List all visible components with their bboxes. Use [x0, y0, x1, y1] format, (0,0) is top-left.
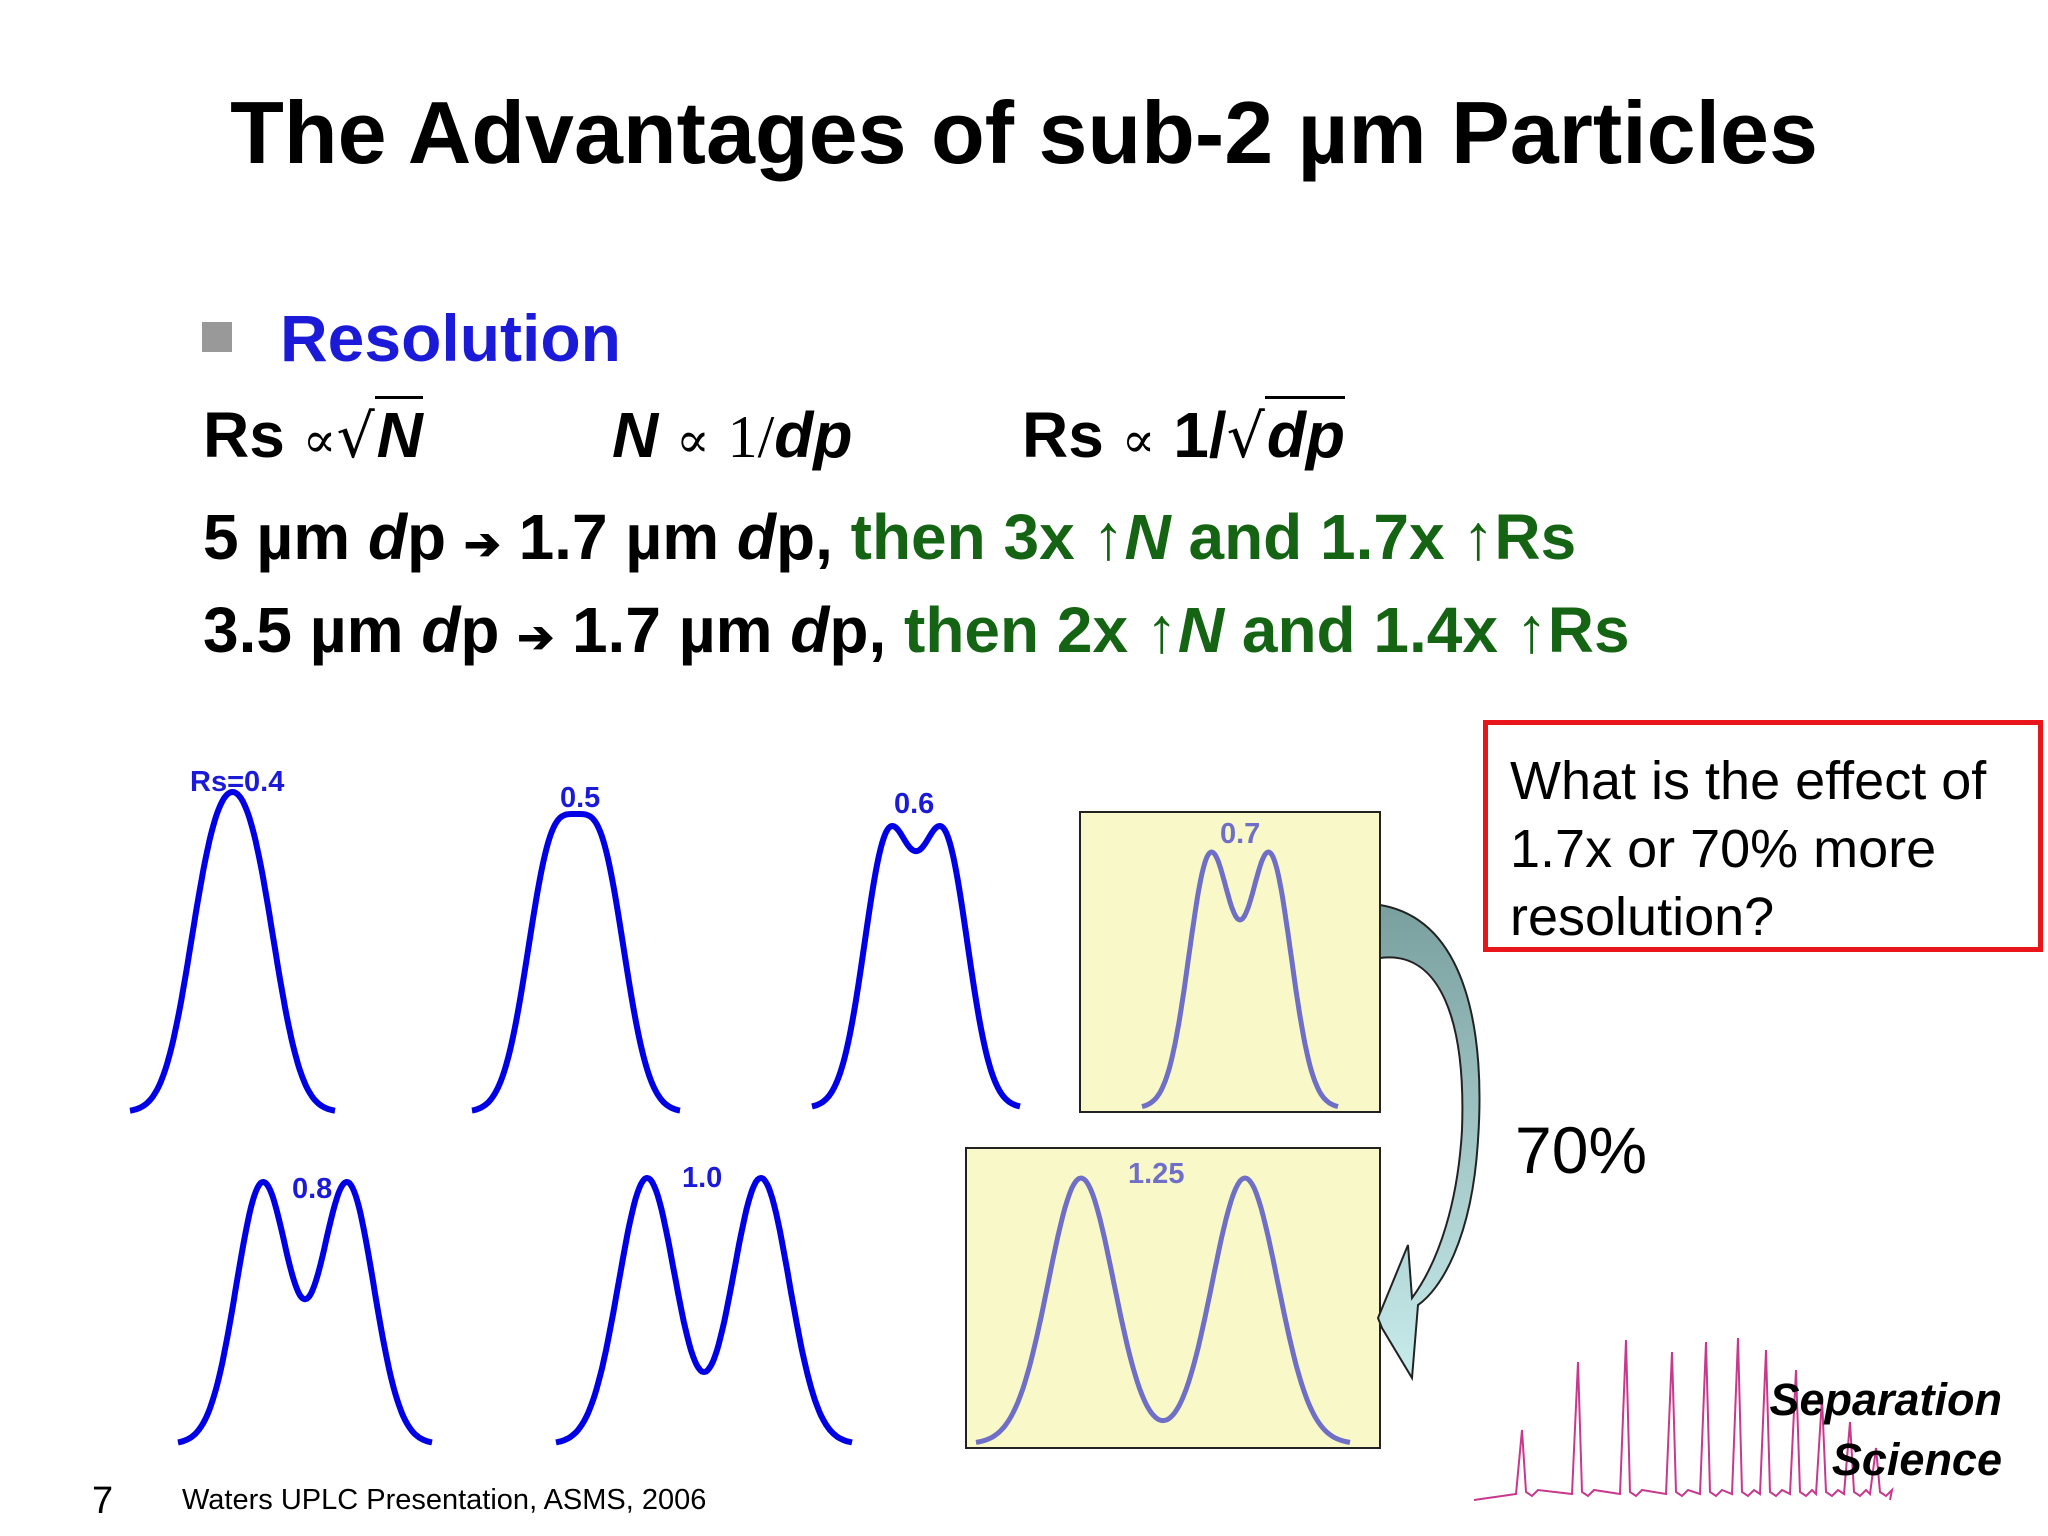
eq1-n: N — [374, 396, 423, 471]
equation-n-inverse-dp: N ∝ 1/dp — [612, 398, 852, 472]
eq2-dp: dp — [774, 399, 853, 471]
highlight-box-1-25 — [965, 1147, 1381, 1449]
peak-label-1-25: 1.25 — [1128, 1158, 1185, 1190]
proportional-symbol: ∝ — [1121, 411, 1156, 469]
bullet-square-icon — [202, 322, 232, 352]
line2-d1: d — [421, 594, 461, 666]
peak-label-0-8: 0.8 — [292, 1173, 333, 1205]
line2-green-a: then 2x ↑ — [904, 594, 1178, 666]
eq2-lhs: N — [612, 399, 659, 471]
radical-icon: √ — [1226, 402, 1265, 472]
peak-label-0-7: 0.7 — [1220, 818, 1261, 850]
line2-part-b: 1.7 µm — [554, 594, 791, 666]
line1-part-b: 1.7 µm — [500, 501, 737, 573]
slide-title: The Advantages of sub-2 µm Particles — [230, 83, 1818, 182]
eq3-dp: dp — [1264, 396, 1346, 471]
line2-green-n: N — [1177, 594, 1225, 666]
equation-rs-inverse-sqrt-dp: Rs ∝ 1/√dp — [1022, 396, 1346, 472]
peak-curve — [554, 1175, 854, 1446]
line1-d2: d — [736, 501, 776, 573]
logo-line-2: Science — [1831, 1434, 2002, 1485]
line2-p1: p — [460, 594, 518, 666]
radical-icon: √ — [336, 402, 375, 472]
curved-arrow-icon — [1376, 903, 1481, 1382]
line1-green-b: and 1.7x ↑Rs — [1170, 501, 1577, 573]
peak-label-0-6: 0.6 — [894, 788, 935, 820]
peak-curve — [470, 811, 682, 1114]
line1-green-n: N — [1124, 501, 1171, 573]
peak-curve — [176, 1179, 434, 1446]
eq3-one-over: 1/ — [1173, 399, 1227, 471]
footer-text: Waters UPLC Presentation, ASMS, 2006 — [182, 1484, 707, 1516]
peak-label-rs-0-4: Rs=0.4 — [190, 766, 285, 798]
line2-d2: d — [790, 594, 830, 666]
line1-d1: d — [367, 501, 408, 573]
right-arrow-icon: ➔ — [463, 520, 501, 569]
peak-label-1-0: 1.0 — [682, 1162, 723, 1194]
question-callout: What is the effect of 1.7x or 70% more r… — [1483, 720, 2043, 952]
line1-p1: p — [407, 501, 464, 573]
text-line-5um: 5 µm dp ➔ 1.7 µm dp, then 3x ↑N and 1.7x… — [203, 500, 1576, 574]
separation-science-logo: Separation Science — [1769, 1370, 2002, 1490]
peak-curve — [810, 823, 1022, 1110]
line2-p2: p, — [829, 594, 904, 666]
peak-curve — [975, 1175, 1351, 1445]
line1-green-a: then 3x ↑ — [850, 501, 1125, 573]
line2-part-a: 3.5 µm — [203, 594, 422, 666]
peak-label-0-5: 0.5 — [560, 782, 601, 814]
eq3-lhs: Rs — [1022, 399, 1104, 471]
slide-number: 7 — [92, 1480, 114, 1522]
equation-rs-sqrt-n: Rs ∝√N — [203, 396, 423, 472]
line1-p2: p, — [775, 501, 851, 573]
eq1-lhs: Rs — [203, 399, 285, 471]
line2-green-b: and 1.4x ↑Rs — [1224, 594, 1630, 666]
peak-curve — [128, 789, 337, 1114]
line1-part-a: 5 µm — [203, 501, 368, 573]
proportional-symbol: ∝ — [302, 411, 337, 469]
bullet-resolution: Resolution — [280, 301, 621, 375]
eq2-one-over: 1/ — [727, 404, 775, 470]
highlight-box-0-7 — [1079, 811, 1381, 1113]
proportional-symbol: ∝ — [676, 411, 710, 469]
right-arrow-icon: ➔ — [517, 613, 555, 662]
arrow-label-70-percent: 70% — [1515, 1113, 1648, 1187]
chromatogram-logo-icon — [1473, 1337, 1894, 1501]
peak-curve — [1140, 849, 1340, 1109]
logo-line-1: Separation — [1769, 1374, 2002, 1425]
text-line-3-5um: 3.5 µm dp ➔ 1.7 µm dp, then 2x ↑N and 1.… — [203, 593, 1630, 667]
